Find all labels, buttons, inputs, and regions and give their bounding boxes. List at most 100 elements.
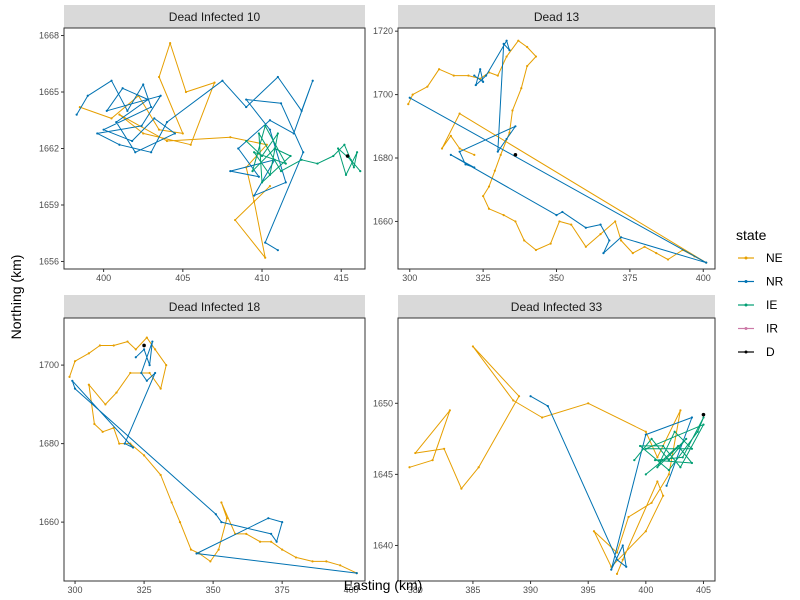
trajectory-point (264, 256, 267, 259)
panel-title: Dead Infected 18 (169, 300, 261, 314)
y-tick-label: 1668 (39, 31, 59, 41)
trajectory-point (87, 383, 90, 386)
trajectory-point (496, 74, 499, 77)
trajectory-point (667, 459, 670, 462)
trajectory-point (300, 158, 303, 161)
trajectory-point (679, 409, 682, 412)
panel-2: Dead 13 300 325 350 375 400 1660 1680 1700 1720 (373, 5, 716, 283)
trajectory-point (260, 154, 264, 158)
trajectory-point (123, 442, 126, 445)
trajectory-point (667, 469, 670, 472)
trajectory-point (115, 391, 118, 394)
trajectory-point (665, 484, 668, 487)
trajectory-point (511, 109, 514, 112)
panel-3: Dead Infected 18 300 325 350 375 400 1660 1680 1… (39, 295, 366, 595)
trajectory-point (513, 153, 518, 157)
trajectory-point (112, 344, 115, 347)
trajectory-point (173, 132, 176, 135)
trajectory-point (627, 515, 630, 519)
trajectory-point (502, 213, 505, 217)
trajectory-point (440, 147, 444, 150)
trajectory-point (292, 132, 295, 135)
trajectory-point (281, 521, 284, 524)
legend: state NE NR IE IR D (736, 227, 784, 359)
y-axis-title: Northing (km) (8, 255, 24, 340)
trajectory-point (464, 163, 467, 166)
trajectory-point (526, 45, 529, 49)
trajectory-point (514, 220, 517, 223)
trajectory-point (656, 456, 659, 459)
trajectory-point (529, 395, 532, 398)
trajectory-point (153, 117, 156, 120)
trajectory-point (437, 68, 441, 71)
panels-layer: Dead Infected 10 400 405 410 415 1656 1659 1662… (39, 5, 716, 595)
x-tick-label: 400 (638, 585, 653, 595)
legend-key-point (744, 303, 748, 307)
legend-label: NE (766, 251, 783, 265)
panel-plot-area (397, 27, 716, 270)
trajectory-point (615, 551, 619, 554)
trajectory-point (126, 109, 129, 112)
y-tick-label: 1656 (39, 256, 59, 266)
trajectory-point (220, 501, 223, 504)
trajectory-point (150, 105, 153, 109)
trajectory-point (690, 461, 694, 465)
trajectory-point (131, 139, 134, 143)
trajectory-point (458, 150, 461, 153)
trajectory-point (474, 83, 477, 87)
trajectory-point (268, 128, 272, 131)
trajectory-point (257, 175, 260, 178)
trajectory-point (592, 530, 596, 533)
trajectory-point (505, 55, 508, 58)
trajectory-point (289, 154, 292, 158)
trajectory-point (467, 74, 470, 77)
trajectory-point (142, 343, 146, 348)
trajectory-point (458, 112, 461, 115)
trajectory-point (233, 218, 237, 222)
trajectory-point (273, 147, 276, 150)
trajectory-point (650, 437, 653, 440)
trajectory-point (473, 166, 476, 169)
series-NR (529, 395, 694, 571)
trajectory-point (644, 430, 647, 433)
trajectory-point (93, 422, 96, 426)
trajectory-point (449, 134, 452, 137)
x-tick-label: 415 (334, 273, 349, 283)
trajectory-point (118, 113, 121, 116)
panel-strip (398, 295, 715, 318)
trajectory-point (279, 169, 283, 173)
legend-key-point (744, 280, 748, 283)
trajectory-point (517, 39, 520, 42)
trajectory-point (633, 459, 636, 462)
x-tick-label: 410 (255, 273, 270, 283)
trajectory-point (148, 364, 151, 367)
trajectory-point (140, 124, 143, 128)
trajectory-point (677, 444, 680, 448)
trajectory-point (159, 94, 162, 97)
trajectory-point (294, 556, 298, 559)
trajectory-point (352, 166, 356, 169)
trajectory-point (73, 387, 77, 390)
trajectory-point (237, 147, 240, 150)
trajectory-point (165, 121, 169, 124)
trajectory-point (644, 530, 647, 533)
y-tick-label: 1665 (39, 87, 59, 97)
trajectory-point (650, 501, 653, 504)
trajectory-point (505, 137, 508, 141)
trajectory-point (165, 139, 169, 143)
legend-key-point (744, 350, 748, 354)
trajectory-point (656, 480, 659, 483)
trajectory-point (115, 121, 118, 124)
trajectory-point (644, 433, 647, 436)
x-tick-label: 325 (137, 585, 152, 595)
trajectory-line-NR (76, 76, 314, 251)
trajectory-point (407, 103, 410, 106)
trajectory-point (558, 220, 561, 223)
trajectory-point (245, 532, 248, 535)
trajectory-point (245, 98, 248, 101)
trajectory-point (284, 181, 287, 184)
trajectory-point (667, 473, 670, 476)
trajectory-point (345, 154, 350, 158)
trajectory-point (251, 169, 254, 173)
trajectory-point (644, 447, 647, 450)
